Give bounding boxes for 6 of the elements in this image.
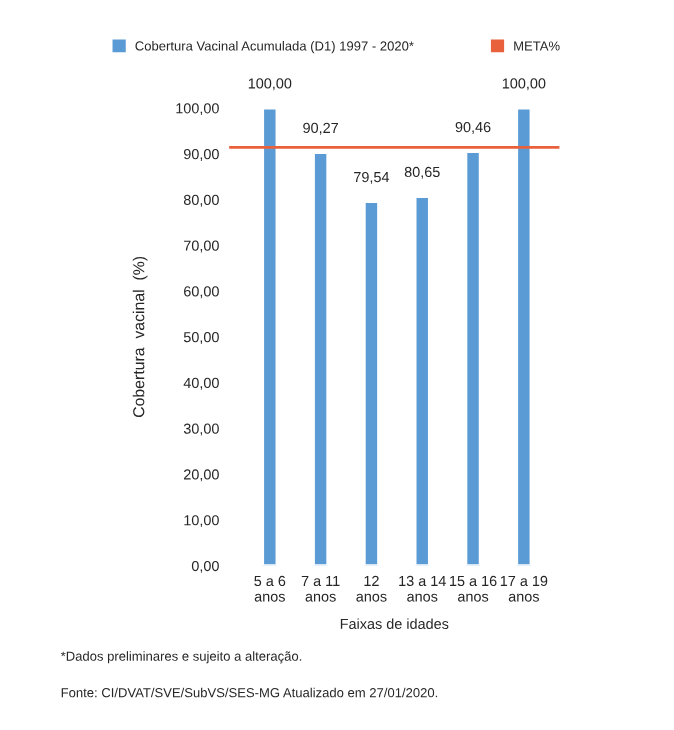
bar [464,150,482,566]
bar [261,108,279,566]
bar [312,151,330,566]
bar [362,200,380,566]
bar [515,108,533,566]
bar [413,195,431,566]
